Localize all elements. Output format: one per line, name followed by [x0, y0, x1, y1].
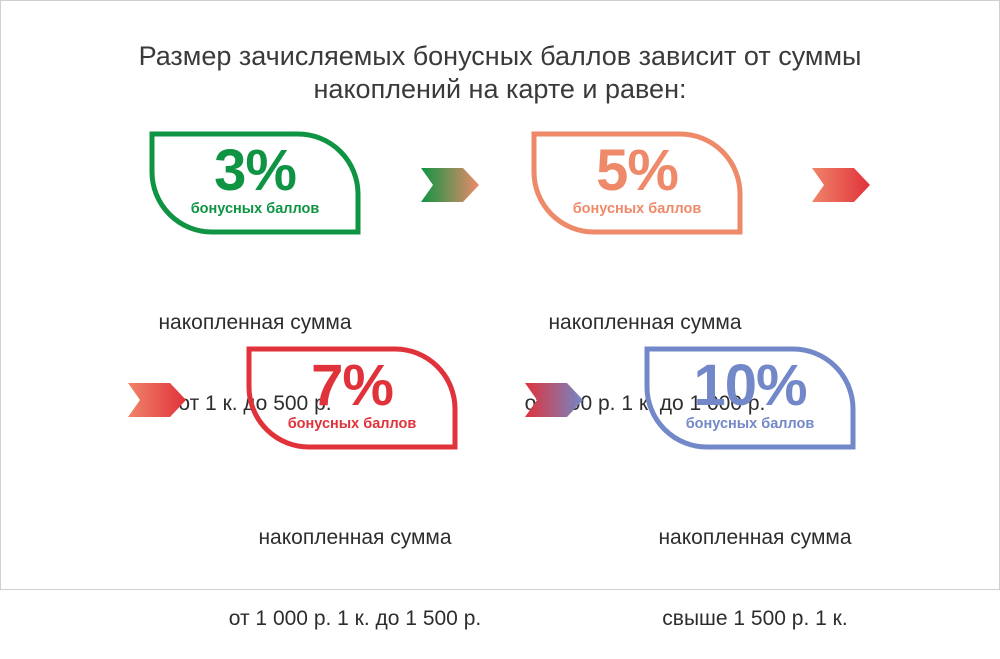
tier-sublabel: бонусных баллов [685, 416, 815, 432]
caption-line-2: от 1 000 р. 1 к. до 1 500 р. [228, 607, 482, 630]
heading-line-1: Размер зачисляемых бонусных баллов завис… [138, 41, 862, 71]
page-heading: Размер зачисляемых бонусных баллов завис… [100, 40, 900, 106]
badge-outline [246, 346, 458, 450]
tier-caption-3: накопленная сумма от 1 000 р. 1 к. до 1 … [195, 470, 515, 659]
chevron-right-icon [128, 383, 186, 417]
tier-sublabel: бонусных баллов [190, 201, 320, 217]
tier-percent: 3% [214, 138, 297, 203]
tier-percent: 7% [311, 353, 394, 418]
badge-outline [149, 131, 361, 235]
caption-line-1: накопленная сумма [658, 526, 852, 549]
tier-caption-2: накопленная сумма от 500 р. 1 к. до 1 00… [485, 255, 805, 444]
tier-percent: 10% [693, 353, 807, 418]
tier-percent: 5% [596, 138, 679, 203]
tier-sublabel: бонусных баллов [287, 416, 417, 432]
caption-line-1: накопленная сумма [548, 311, 742, 334]
tier-caption-4: накопленная сумма свыше 1 500 р. 1 к. [595, 470, 915, 659]
tier-badge-5-percent: 5% бонусных баллов [530, 130, 744, 236]
caption-line-2: свыше 1 500 р. 1 к. [662, 607, 848, 630]
tier-badge-10-percent: 10% бонусных баллов [643, 345, 857, 451]
heading-line-2: накоплений на карте и равен: [313, 74, 687, 104]
tier-caption-1: накопленная сумма от 1 к. до 500 р. [95, 255, 415, 444]
tier-badge-3-percent: 3% бонусных баллов [148, 130, 362, 236]
badge-outline [644, 346, 856, 450]
chevron-right-icon [421, 168, 479, 202]
chevron-right-icon [525, 383, 583, 417]
tier-sublabel: бонусных баллов [572, 201, 702, 217]
caption-line-1: накопленная сумма [158, 311, 352, 334]
chevron-right-icon [812, 168, 870, 202]
caption-line-1: накопленная сумма [258, 526, 452, 549]
badge-outline [531, 131, 743, 235]
tier-badge-7-percent: 7% бонусных баллов [245, 345, 459, 451]
